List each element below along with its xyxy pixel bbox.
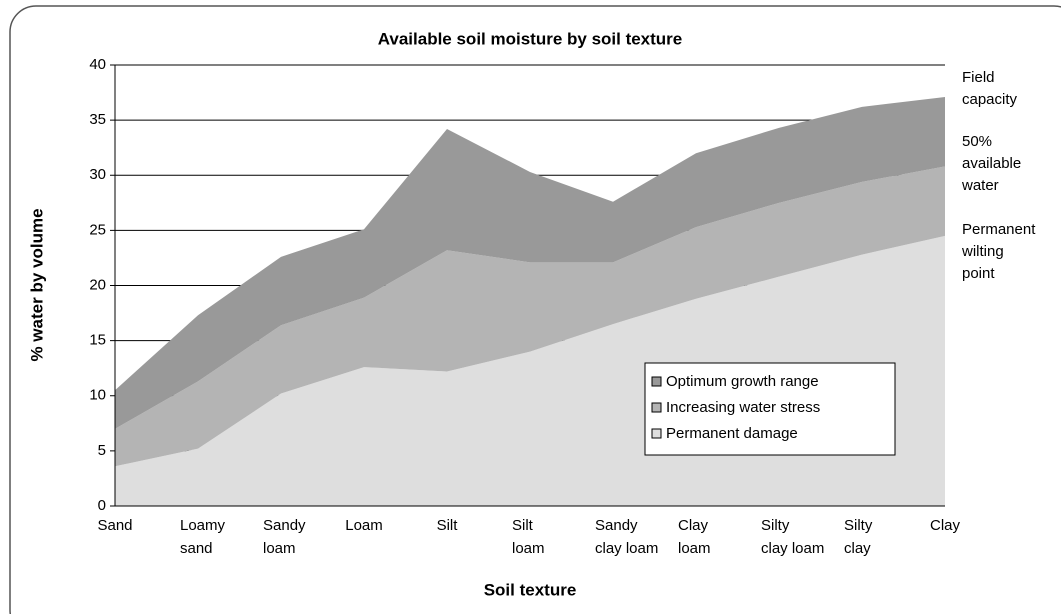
legend-label: Increasing water stress <box>666 399 820 416</box>
x-tick-label: Loamy sand <box>180 517 226 557</box>
annotation: Field capacity <box>962 69 1018 108</box>
x-tick-label: Silty clay <box>844 517 873 557</box>
legend-label: Optimum growth range <box>666 373 819 390</box>
y-tick-label: 10 <box>89 387 106 404</box>
x-tick-label: Loam <box>345 517 383 534</box>
legend-label: Permanent damage <box>666 425 798 442</box>
annotation: Permanent wilting point <box>961 221 1036 282</box>
x-tick-label: Sand <box>97 517 132 534</box>
annotation: 50% available water <box>961 133 1021 194</box>
x-tick-label: Silty clay loam <box>761 517 824 557</box>
chart-title: Available soil moisture by soil texture <box>378 29 683 48</box>
y-tick-label: 30 <box>89 166 106 183</box>
y-tick-label: 5 <box>98 442 106 459</box>
legend-swatch <box>651 376 662 387</box>
x-axis-label: Soil texture <box>484 580 577 599</box>
area <box>115 96 945 429</box>
y-tick-label: 15 <box>89 332 106 349</box>
legend <box>644 362 896 456</box>
y-tick-label: 20 <box>89 276 106 293</box>
y-tick-label: 35 <box>89 111 106 128</box>
legend-swatch <box>651 428 662 439</box>
x-tick-label: Sandy loam <box>263 517 306 557</box>
area <box>115 166 945 467</box>
y-tick-label: 40 <box>89 56 106 73</box>
x-tick-label: Clay <box>930 517 961 534</box>
x-tick-label: Silt loam <box>512 517 545 557</box>
x-tick-label: Clay loam <box>678 517 711 557</box>
y-axis-label: % water by volume <box>27 208 46 361</box>
y-tick-label: 0 <box>98 497 106 514</box>
legend-swatch <box>651 402 662 413</box>
y-tick-label: 25 <box>89 221 106 238</box>
x-tick-label: Silt <box>437 517 459 534</box>
x-tick-label: Sandy clay loam <box>595 517 658 557</box>
